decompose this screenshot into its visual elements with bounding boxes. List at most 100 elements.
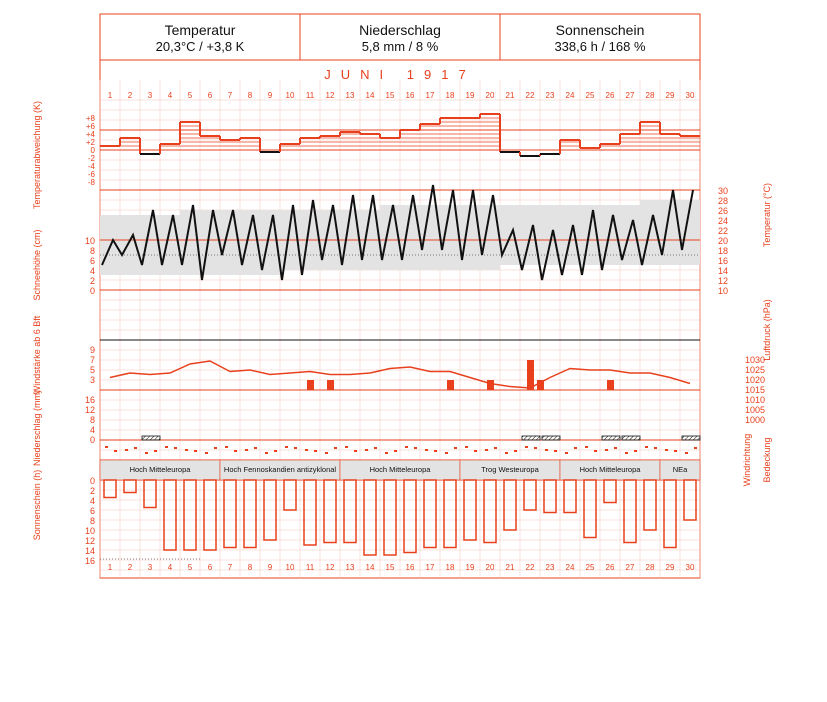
day-label: 16 [406,91,415,100]
cloud-cover-mark [494,447,497,449]
day-label: 28 [646,563,655,572]
anomaly-axis-title: Temperaturabweichung (K) [32,101,42,209]
sunshine-bar [203,479,217,551]
sunshine-tick: 16 [85,556,95,566]
pressure-tick: 1020 [745,375,765,385]
precipitation-axis-title: Niederschlag (mm) [32,390,42,466]
pressure-tick: 1025 [745,365,765,375]
day-label: 25 [586,91,595,100]
cloud-cover-mark [154,450,157,452]
sunshine-tick: 2 [90,486,95,496]
day-label: 28 [646,91,655,100]
sunshine-value: 338,6 h / 168 % [554,39,646,54]
cloud-cover-mark [534,447,537,449]
precipitation-tick: 12 [85,405,95,415]
wind-direction-mark [665,449,668,451]
day-label: 1 [108,563,113,572]
temperature-title: Temperatur [164,22,236,38]
snow-tick: 6 [90,256,95,266]
cloud-cover-mark [234,450,237,452]
day-label: 22 [526,563,535,572]
sunshine-bar [223,479,237,549]
sunshine-bar [323,479,337,544]
day-label: 22 [526,91,535,100]
snow-axis-title: Schneehöhe (cm) [32,229,42,300]
sunshine-bar [603,479,617,504]
temperature-tick: 22 [718,226,728,236]
cloud-cover-mark [374,447,377,449]
cloud-cover-mark [114,450,117,452]
day-label: 2 [128,563,133,572]
sunshine-axis-title: Sonnenschein (h) [32,470,42,541]
cloud-cover-mark [194,450,197,452]
precipitation-bar [521,435,541,441]
day-label: 1 [108,91,113,100]
day-label: 9 [268,91,273,100]
sunshine-bar [583,479,597,539]
wind-direction-mark [225,446,228,448]
weather-regime-label: Hoch Mitteleuropa [370,465,432,474]
pressure-axis-title: Luftdruck (hPa) [762,299,772,361]
day-label: 13 [346,91,355,100]
normal-range-band [100,200,700,275]
cloud-cover-mark [514,450,517,452]
pressure-tick: 1005 [745,405,765,415]
sunshine-bar [463,479,477,541]
day-label: 23 [546,563,555,572]
cloud-cover-mark [354,450,357,452]
day-label: 29 [666,91,675,100]
weather-regime-label: NEa [673,465,688,474]
day-label: 17 [426,91,435,100]
wind-direction-mark [465,446,468,448]
day-label: 9 [268,563,273,572]
pressure-tick: 1030 [745,355,765,365]
sunshine-tick: 8 [90,516,95,526]
temperature-tick: 16 [718,256,728,266]
anomaly-tick: +6 [86,122,96,131]
wind-direction-mark [605,449,608,451]
wind-bar [487,380,494,390]
cloud-cover-mark [254,447,257,449]
day-label: 4 [168,91,173,100]
sunshine-title: Sonnenschein [555,22,645,38]
anomaly-tick: 0 [91,146,96,155]
anomaly-tick: -2 [88,154,96,163]
weather-regime-label: Hoch Mitteleuropa [130,465,192,474]
sunshine-tick: 4 [90,496,95,506]
wind-direction-mark [385,452,388,454]
sunshine-bar [303,479,317,546]
cloud-cover-mark [294,447,297,449]
wind-direction-mark [305,449,308,451]
sunshine-bar [283,479,297,511]
sunshine-bar [663,479,677,549]
temperature-summary: Temperatur 20,3°C / +3,8 K [100,14,300,60]
precipitation-bar [601,435,621,441]
temperature-curve [101,184,694,281]
wind-direction-mark [645,446,648,448]
wind-direction-mark [445,452,448,454]
wind-tick: 9 [90,345,95,355]
wind-direction-mark [205,452,208,454]
day-label: 15 [386,91,395,100]
sunshine-bar [623,479,637,544]
day-label: 10 [286,563,295,572]
day-label: 25 [586,563,595,572]
wind-direction-mark [325,452,328,454]
weather-regime-cell [659,459,701,481]
day-label: 2 [128,91,133,100]
day-label: 12 [326,563,335,572]
cloud-cover-mark [614,447,617,449]
sunshine-bar [383,479,397,556]
anomaly-tick: +4 [86,130,96,139]
snow-tick: 8 [90,246,95,256]
snow-tick: 10 [85,236,95,246]
sunshine-bar [423,479,437,549]
sunshine-bar [683,479,697,521]
snow-tick: 2 [90,276,95,286]
day-label: 20 [486,91,495,100]
sunshine-bar [643,479,657,531]
month-title: JUNI 1917 [324,67,475,82]
day-label: 15 [386,563,395,572]
cloud-cover-mark [654,447,657,449]
